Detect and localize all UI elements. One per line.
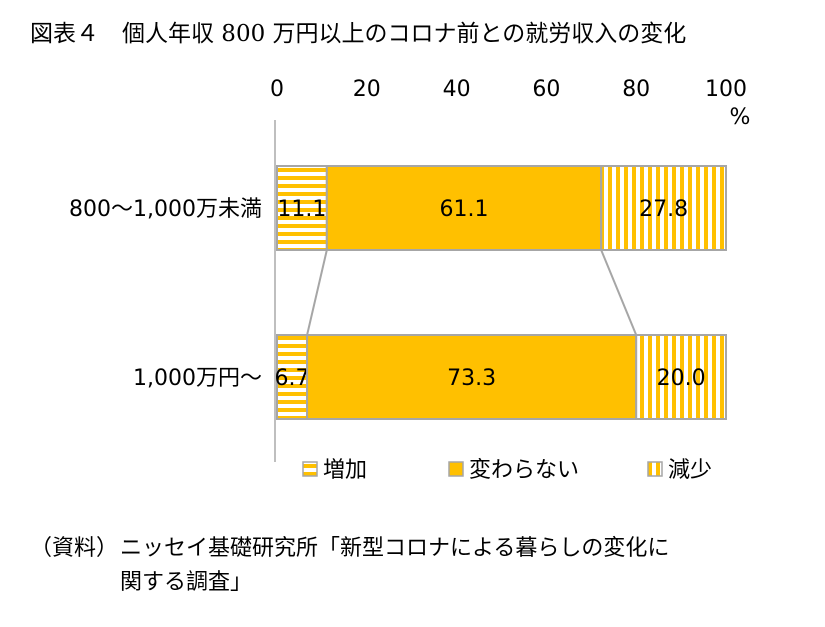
legend-label: 変わらない <box>469 458 579 483</box>
x-tick-label: 80 <box>622 77 650 102</box>
data-label: 20.0 <box>657 366 706 391</box>
chart-title: 図表４ 個人年収 800 万円以上のコロナ前との就労収入の変化 <box>30 21 687 47</box>
x-tick-label: 60 <box>532 77 560 102</box>
bars: 11.1 61.1 27.8 6.7 73.3 20.0 <box>275 165 728 420</box>
bar-segment <box>600 165 727 251</box>
bar-segment <box>306 334 638 420</box>
series-lines <box>306 249 638 336</box>
data-label: 73.3 <box>447 366 496 391</box>
series-line <box>306 249 328 336</box>
x-tick-label: 40 <box>443 77 471 102</box>
bar-segment <box>635 334 728 420</box>
source-label: （資料） <box>30 536 119 561</box>
x-tick-label: 0 <box>270 77 284 102</box>
x-tick-label: 20 <box>353 77 381 102</box>
legend-label: 減少 <box>668 458 712 483</box>
source-text-line-2: 関する調査」 <box>120 570 253 595</box>
legend-label: 増加 <box>323 458 367 483</box>
category-labels: 800～1,000万未満 1,000万円～ <box>69 197 262 391</box>
data-label: 11.1 <box>277 197 326 222</box>
legend-swatch <box>302 461 318 477</box>
legend-swatch <box>448 461 464 477</box>
x-tick-label: 100 <box>705 77 747 102</box>
bar-segment <box>276 334 309 420</box>
data-label: 27.8 <box>639 197 688 222</box>
x-axis-unit: % <box>730 105 751 130</box>
bar-segment <box>276 165 328 251</box>
category-label: 800～1,000万未満 <box>69 197 262 222</box>
series-line <box>600 249 638 336</box>
source-text-line-1: ニッセイ基礎研究所「新型コロナによる暮らしの変化に <box>120 536 670 561</box>
category-label: 1,000万円～ <box>133 366 262 391</box>
bar-segment <box>325 165 603 251</box>
x-axis-ticks: 0 20 40 60 80 100 <box>270 77 747 102</box>
data-label: 61.1 <box>440 197 489 222</box>
data-label: 6.7 <box>275 366 310 391</box>
legend-swatch <box>647 461 663 477</box>
legend: 増加 変わらない 減少 <box>302 458 712 483</box>
